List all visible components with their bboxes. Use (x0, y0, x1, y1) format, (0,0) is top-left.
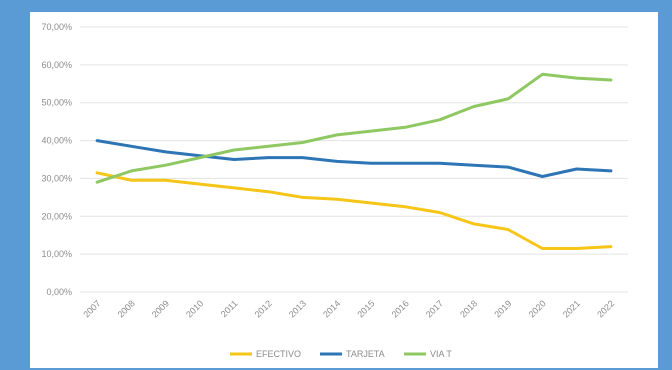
series-line-via-t (97, 74, 611, 182)
plot-panel: 0,00% 10,00% 20,00% 30,00% 40,00% 50,00% 60,00… (30, 12, 658, 368)
y-tick-label: 20,00% (41, 211, 72, 221)
x-tick-label: 2017 (424, 298, 445, 319)
series-line-tarjeta (97, 141, 611, 177)
y-tick-label: 60,00% (41, 60, 72, 70)
x-tick-label: 2020 (527, 298, 548, 319)
x-tick-label: 2021 (561, 298, 582, 319)
y-tick-label: 0,00% (46, 287, 72, 297)
x-tick-label: 2012 (253, 298, 274, 319)
line-chart: 0,00% 10,00% 20,00% 30,00% 40,00% 50,00% 60,00… (30, 12, 658, 368)
legend-label: VIA T (430, 349, 452, 359)
y-tick-label: 50,00% (41, 98, 72, 108)
y-tick-label: 70,00% (41, 22, 72, 32)
x-tick-label: 2011 (219, 298, 240, 319)
y-tick-label: 40,00% (41, 136, 72, 146)
x-tick-label: 2009 (150, 298, 171, 319)
y-tick-label: 30,00% (41, 173, 72, 183)
y-tick-label: 10,00% (41, 249, 72, 259)
x-tick-label: 2016 (390, 298, 411, 319)
x-tick-label: 2015 (355, 298, 376, 319)
x-tick-label: 2007 (81, 298, 102, 319)
legend: EFECTIVO TARJETA VIA T (230, 349, 452, 359)
legend-label: EFECTIVO (256, 349, 301, 359)
x-tick-label: 2010 (184, 298, 205, 319)
y-axis-ticks: 0,00% 10,00% 20,00% 30,00% 40,00% 50,00% 60,00… (41, 22, 72, 297)
series-line-efectivo (97, 173, 611, 249)
legend-label: TARJETA (346, 349, 385, 359)
x-axis-ticks: 2007 2008 2009 2010 2011 2012 2013 2014 2015 2016… (81, 298, 616, 319)
x-tick-label: 2022 (595, 298, 616, 319)
x-tick-label: 2014 (321, 298, 342, 319)
gridlines (80, 27, 628, 292)
x-tick-label: 2019 (492, 298, 513, 319)
x-tick-label: 2008 (116, 298, 137, 319)
x-tick-label: 2018 (458, 298, 479, 319)
series-lines (97, 74, 611, 248)
x-tick-label: 2013 (287, 298, 308, 319)
